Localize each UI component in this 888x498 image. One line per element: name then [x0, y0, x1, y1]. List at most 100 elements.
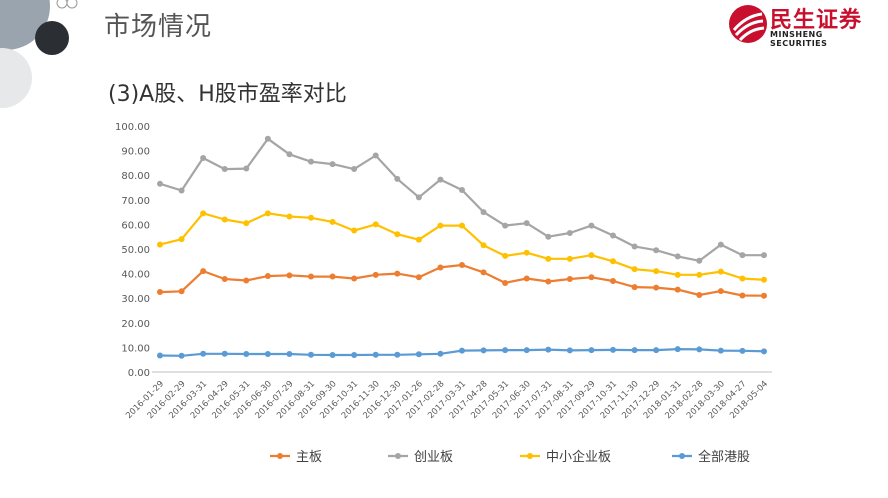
- decorative-circles: [0, 0, 78, 108]
- y-tick-label: 40.00: [121, 270, 150, 281]
- data-point: [200, 268, 207, 275]
- data-point: [588, 274, 595, 281]
- data-point: [610, 277, 616, 284]
- data-point: [761, 276, 767, 283]
- legend-marker: [527, 453, 533, 459]
- y-tick-label: 60.00: [121, 220, 150, 231]
- data-point: [566, 347, 573, 354]
- data-point: [286, 351, 293, 358]
- data-point: [459, 347, 465, 354]
- data-point: [308, 214, 314, 221]
- data-point: [459, 186, 465, 193]
- legend-marker: [277, 453, 283, 459]
- data-point: [631, 347, 638, 354]
- data-point: [566, 276, 573, 283]
- data-point: [157, 289, 163, 296]
- data-point: [264, 273, 271, 280]
- data-point: [696, 271, 703, 278]
- data-point: [178, 236, 185, 243]
- data-point: [329, 352, 336, 359]
- brand-logo: 民生证券 MINSHENG SECURITIES: [728, 2, 878, 48]
- data-point: [243, 277, 250, 284]
- data-point: [696, 257, 703, 264]
- legend-label: 主板: [296, 450, 322, 465]
- data-point: [653, 268, 660, 275]
- data-point: [394, 231, 401, 238]
- data-point: [351, 352, 358, 359]
- data-point: [653, 284, 660, 291]
- data-point: [502, 279, 509, 286]
- data-point: [761, 252, 767, 259]
- data-point: [610, 346, 616, 353]
- data-point: [200, 210, 207, 217]
- data-point: [631, 243, 638, 250]
- data-point: [739, 347, 746, 354]
- data-point: [394, 270, 401, 277]
- data-point: [459, 222, 465, 229]
- data-point: [178, 288, 185, 295]
- data-point: [523, 249, 530, 256]
- data-point: [480, 347, 487, 354]
- data-point: [351, 275, 358, 282]
- legend-marker: [395, 453, 401, 459]
- data-point: [372, 221, 379, 228]
- data-point: [178, 352, 185, 359]
- series-line-0: [159, 263, 765, 297]
- data-point: [329, 218, 336, 225]
- logo-english-name: MINSHENG SECURITIES: [770, 30, 828, 48]
- data-point: [286, 272, 293, 279]
- data-point: [437, 350, 444, 357]
- data-point: [502, 222, 509, 229]
- logo-chinese-name: 民生证券: [770, 8, 863, 33]
- data-point: [761, 348, 767, 355]
- data-point: [717, 347, 724, 354]
- data-point: [157, 241, 163, 248]
- y-tick-label: 80.00: [121, 171, 150, 182]
- data-point: [243, 165, 250, 172]
- data-point: [653, 347, 660, 354]
- data-point: [200, 350, 207, 357]
- data-point: [308, 158, 314, 165]
- data-point: [545, 278, 552, 285]
- data-point: [372, 271, 379, 278]
- data-point: [674, 271, 681, 278]
- data-point: [329, 161, 336, 168]
- legend-label: 创业板: [414, 450, 453, 465]
- data-point: [480, 269, 487, 276]
- data-point: [717, 268, 724, 275]
- data-point: [631, 266, 638, 273]
- data-point: [588, 222, 595, 229]
- data-point: [502, 252, 509, 259]
- data-point: [221, 216, 228, 223]
- data-point: [351, 227, 358, 234]
- data-point: [480, 209, 487, 216]
- data-point: [566, 255, 573, 262]
- data-point: [717, 241, 724, 248]
- data-point: [696, 346, 703, 353]
- data-point: [437, 176, 444, 183]
- data-point: [308, 273, 314, 280]
- data-point: [178, 187, 185, 194]
- y-tick-label: 20.00: [121, 319, 150, 330]
- y-tick-label: 100.00: [115, 122, 150, 133]
- data-point: [523, 220, 530, 227]
- data-point: [394, 175, 401, 182]
- data-point: [588, 252, 595, 259]
- chart-subtitle: (3)A股、H股市盈率对比: [108, 82, 347, 107]
- data-point: [264, 210, 271, 217]
- legend-label: 全部港股: [698, 449, 750, 465]
- data-point: [351, 166, 358, 173]
- data-point: [221, 276, 228, 283]
- data-point: [437, 222, 444, 229]
- legend-marker: [679, 453, 685, 459]
- data-point: [717, 288, 724, 295]
- data-point: [653, 247, 660, 254]
- data-point: [243, 351, 250, 358]
- data-point: [566, 230, 573, 237]
- data-point: [286, 151, 293, 158]
- data-point: [523, 275, 530, 282]
- data-point: [739, 275, 746, 282]
- data-point: [308, 351, 314, 358]
- y-tick-label: 70.00: [121, 196, 150, 207]
- data-point: [157, 180, 163, 187]
